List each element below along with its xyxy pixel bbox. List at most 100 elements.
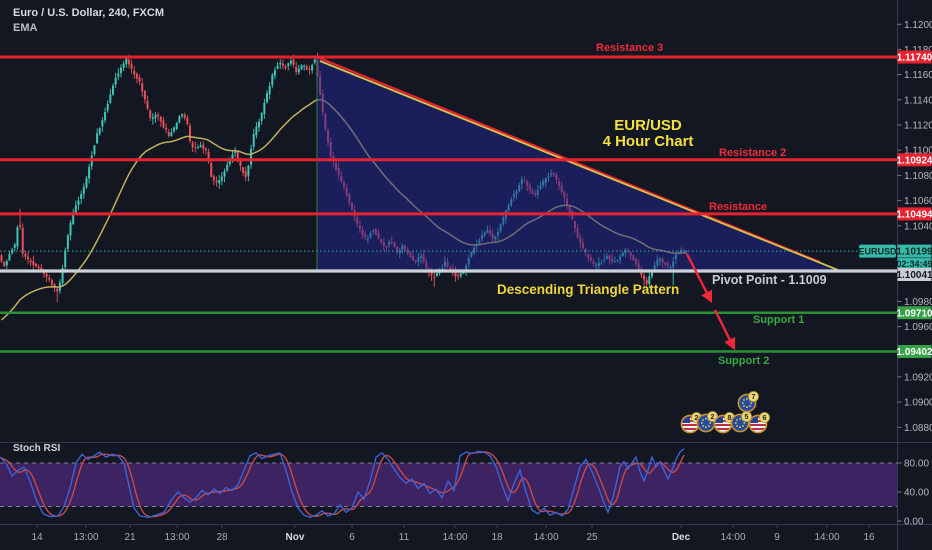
- candle-body: [643, 275, 646, 280]
- support-price-badge[interactable]: [897, 345, 932, 358]
- candle-body: [202, 144, 205, 149]
- us-flag-stripes: [682, 416, 698, 430]
- stoch-tick-label: 40.00: [904, 488, 929, 499]
- candle-body: [183, 114, 186, 118]
- pivot-point-label[interactable]: Pivot Point - 1.1009: [712, 273, 827, 287]
- projection-arrow-segment-1[interactable]: [685, 253, 713, 304]
- eu-flag-star: [741, 402, 744, 404]
- candle-body: [37, 266, 40, 269]
- resistance-price-badge[interactable]: [897, 153, 932, 167]
- candle-body: [266, 93, 268, 103]
- time-tick-label: 13:00: [164, 532, 189, 543]
- time-tick-label: 6: [349, 532, 355, 543]
- current-price-badge-text: 1.10199: [896, 247, 932, 258]
- flag-ring: [748, 414, 768, 434]
- resistance-2-label[interactable]: Resistance 2: [719, 147, 787, 159]
- resistance-price-badge[interactable]: [897, 207, 932, 221]
- candle-body: [117, 73, 120, 77]
- price-tick-label: 1.10600: [904, 196, 932, 207]
- candle-body: [462, 271, 465, 274]
- candle-body: [204, 148, 207, 151]
- candle-body: [0, 255, 3, 262]
- support-2-label[interactable]: Support 2: [718, 355, 770, 367]
- candle-body: [146, 100, 149, 109]
- time-axis[interactable]: 14 13:00 21 13:00 28 Nov 6 11 14:00 18 14:00 25 Dec 1…: [31, 524, 875, 544]
- candle-body: [210, 162, 213, 177]
- reaction-emojis[interactable]: 2 2 8 5 6 7: [680, 391, 770, 434]
- eu-flag-star: [743, 405, 745, 407]
- chart-title-line2: 4 Hour Chart: [602, 133, 694, 150]
- candle-body: [19, 225, 22, 227]
- candle-body: [165, 127, 168, 130]
- candle-body: [244, 171, 247, 178]
- eu-flag-reaction[interactable]: 5: [730, 411, 752, 433]
- support-price-badge[interactable]: [897, 306, 932, 320]
- candle-body: [133, 70, 136, 75]
- support-1-label[interactable]: Support 1: [753, 314, 805, 326]
- candle-body: [305, 66, 308, 70]
- symbol-name-badge[interactable]: [859, 244, 896, 258]
- candle-body: [141, 83, 144, 92]
- time-tick-label: 28: [216, 532, 228, 543]
- price-tick-label: 1.11600: [904, 70, 932, 81]
- candle-body: [457, 275, 460, 277]
- candle-body: [109, 94, 112, 103]
- eu-flag-star: [750, 402, 753, 404]
- candle-body: [101, 120, 104, 127]
- candle-body: [154, 115, 157, 118]
- flag-ring: [730, 413, 750, 433]
- candle-body: [48, 277, 51, 280]
- stoch-band: [0, 463, 897, 507]
- eu-flag-reaction[interactable]: 7: [737, 391, 759, 413]
- candle-body: [29, 260, 32, 263]
- symbol-title[interactable]: Euro / U.S. Dollar, 240, FXCM: [13, 7, 164, 19]
- reaction-count-badge: [748, 391, 759, 402]
- candle-body: [247, 165, 250, 176]
- current-price-badge[interactable]: [897, 244, 932, 258]
- us-flag-reaction[interactable]: 6: [748, 412, 770, 434]
- price-axis[interactable]: 1.12000 1.11800 1.11600 1.11400 1.11200 1.110…: [858, 20, 932, 528]
- time-tick-label: 18: [491, 532, 503, 543]
- resistance-label[interactable]: Resistance: [709, 201, 768, 213]
- indicator-label[interactable]: EMA: [13, 22, 38, 34]
- candle-body: [239, 160, 242, 166]
- legend: Euro / U.S. Dollar, 240, FXCM EMA: [13, 7, 164, 34]
- chart-title-annotation[interactable]: EUR/USD 4 Hour Chart: [600, 118, 696, 150]
- candle-body: [234, 151, 237, 153]
- candle-body: [258, 121, 261, 128]
- candle-body: [85, 178, 88, 188]
- us-flag-stripes: [715, 416, 731, 430]
- projection-arrow-segment-2[interactable]: [713, 309, 736, 351]
- candle-body: [96, 133, 99, 144]
- candle-body: [430, 272, 433, 276]
- candle-body: [207, 151, 210, 162]
- resistance-price-badge[interactable]: [897, 50, 932, 64]
- candle-body: [252, 134, 255, 147]
- us-flag-reaction[interactable]: 8: [713, 412, 735, 434]
- pivot-price-badge[interactable]: [897, 268, 932, 281]
- symbol-name-text: EURUSD: [858, 247, 897, 257]
- candle-body: [35, 263, 38, 267]
- candle-body: [69, 222, 72, 236]
- resistance-3-label[interactable]: Resistance 3: [596, 42, 664, 54]
- stoch-rsi-label[interactable]: Stoch RSI: [13, 443, 61, 454]
- reaction-count-badge: [759, 412, 770, 423]
- candle-body: [5, 261, 8, 266]
- eu-flag-star: [705, 417, 707, 420]
- candle-body: [181, 114, 184, 116]
- candle-body: [268, 86, 271, 95]
- pattern-label[interactable]: Descending Triangle Pattern: [497, 282, 680, 297]
- descending-trendline-yellow[interactable]: [319, 60, 841, 272]
- countdown-badge: [897, 258, 932, 270]
- eu-flag-star: [702, 419, 704, 421]
- eu-flag-star: [736, 419, 738, 421]
- candle-body: [119, 67, 122, 74]
- candle-body: [263, 102, 266, 114]
- eu-flag-star: [702, 425, 704, 427]
- eu-flag-star: [708, 425, 710, 427]
- candle-body: [236, 151, 239, 161]
- candle-body: [13, 244, 16, 248]
- candle-body: [433, 276, 436, 278]
